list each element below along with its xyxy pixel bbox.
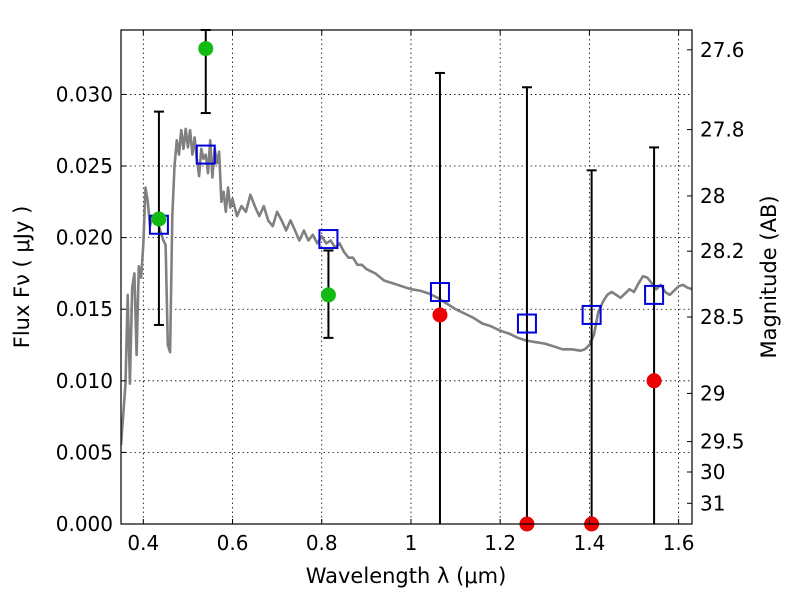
y-tick-label: 0.020 xyxy=(56,226,113,250)
y-tick-label: 0.030 xyxy=(56,82,113,106)
template-spectrum-line xyxy=(121,127,692,446)
model-flux-marker xyxy=(581,304,602,325)
y2-tick-label: 28.2 xyxy=(700,239,745,263)
observed-flux-point xyxy=(320,287,336,303)
x-tick-label: 1.2 xyxy=(484,531,516,555)
y-tick-label: 0.000 xyxy=(56,512,113,536)
x-axis-label: Wavelength λ (μm) xyxy=(306,564,507,588)
y2-tick-label: 29 xyxy=(700,381,725,405)
y2-tick-label: 31 xyxy=(700,491,725,515)
model-flux-marker xyxy=(195,144,216,165)
y-tick-label: 0.010 xyxy=(56,369,113,393)
x-tick-label: 0.6 xyxy=(217,531,249,555)
upper-limit-point xyxy=(432,307,448,323)
observed-flux-point xyxy=(151,211,167,227)
y-tick-label: 0.025 xyxy=(56,154,113,178)
x-tick-label: 1.6 xyxy=(663,531,695,555)
x-tick-label: 0.4 xyxy=(127,531,159,555)
model-flux-marker xyxy=(516,313,537,334)
y2-tick-label: 28 xyxy=(700,184,725,208)
y-tick-label: 0.015 xyxy=(56,297,113,321)
y2-tick-label: 27.8 xyxy=(700,118,745,142)
observed-flux-point xyxy=(198,41,214,57)
plot-area xyxy=(121,127,692,446)
model-flux-marker xyxy=(318,229,339,250)
x-tick-label: 1.4 xyxy=(573,531,605,555)
y-tick-label: 0.005 xyxy=(56,440,113,464)
x-tick-label: 0.8 xyxy=(306,531,338,555)
y2-tick-label: 28.5 xyxy=(700,305,745,329)
data-markers xyxy=(148,29,665,532)
axes: 0.4 0.6 0.8 1 1.2 1.4 1.6 0.000 0.005 0.010 0.015 0… xyxy=(56,30,745,555)
model-flux-marker xyxy=(429,282,450,303)
y2-tick-label: 29.5 xyxy=(700,430,745,454)
model-flux-marker xyxy=(644,284,665,305)
x-tick-label: 1 xyxy=(405,531,418,555)
y2-tick-label: 27.6 xyxy=(700,38,745,62)
y2-axis-label: Magnitude (AB) xyxy=(757,195,781,358)
upper-limit-point xyxy=(646,373,662,389)
plot-frame xyxy=(120,29,693,525)
y-axis-label: Flux Fν ( μJy ) xyxy=(10,206,34,349)
y2-tick-label: 30 xyxy=(700,460,725,484)
